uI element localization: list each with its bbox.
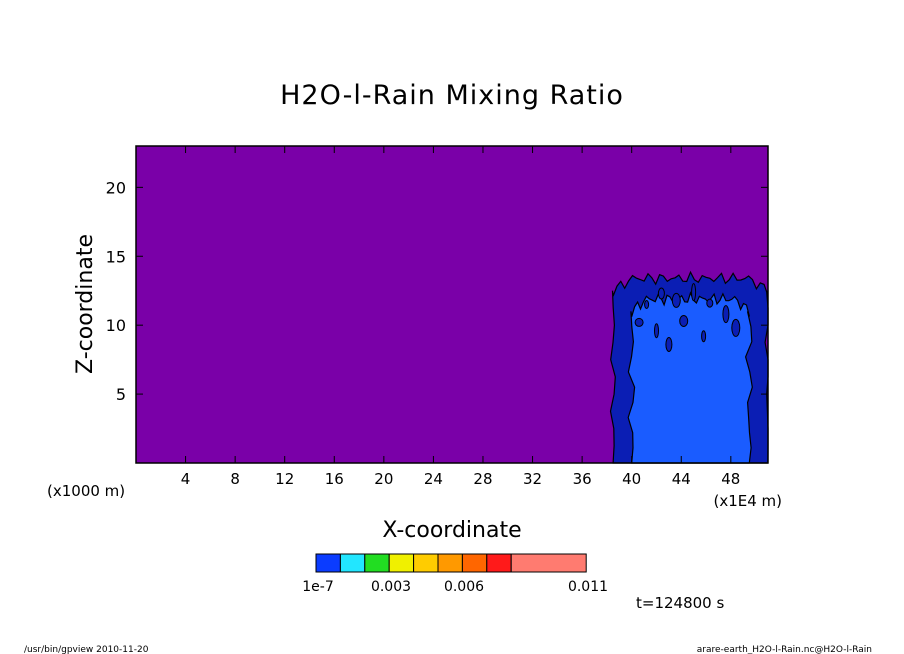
colorbar-segment xyxy=(486,553,512,573)
contour-island xyxy=(701,330,707,343)
contour-island xyxy=(679,315,689,327)
x-tick-label: 20 xyxy=(374,470,393,488)
inner-rain-band xyxy=(627,291,753,464)
colorbar-segment xyxy=(364,553,390,573)
contour-island xyxy=(671,292,681,308)
contour-island xyxy=(722,305,730,324)
y-tick-label: 5 xyxy=(116,385,126,404)
x-tick-label: 36 xyxy=(573,470,592,488)
y-tick-label: 15 xyxy=(106,247,126,266)
x-tick-labels: 4 8 12 16 20 24 28 32 36 40 44 48 xyxy=(181,470,741,488)
y-axis-label: Z-coordinate xyxy=(73,234,98,374)
time-label: t=124800 s xyxy=(636,594,724,612)
colorbar-segment xyxy=(339,553,366,573)
footer-left: /usr/bin/gpview 2010-11-20 xyxy=(24,645,149,654)
contour-island xyxy=(665,337,673,352)
x-tick-label: 44 xyxy=(672,470,691,488)
y-tick-label: 10 xyxy=(106,316,126,335)
x-unit-left: (x1000 m) xyxy=(47,482,125,500)
x-tick-label: 32 xyxy=(523,470,542,488)
colorbar-segment xyxy=(437,553,463,573)
x-unit-right: (x1E4 m) xyxy=(713,492,782,510)
axis-ticks xyxy=(136,146,768,463)
x-tick-label: 4 xyxy=(181,470,191,488)
x-axis-label: X-coordinate xyxy=(382,518,521,543)
x-tick-label: 12 xyxy=(275,470,294,488)
colorbar xyxy=(315,553,587,573)
colorbar-segment xyxy=(388,553,415,573)
contour-island xyxy=(644,300,650,309)
colorbar-labels: 1e-7 0.003 0.006 0.011 xyxy=(302,579,608,595)
x-tick-label: 40 xyxy=(622,470,641,488)
footer-right: arare-earth_H2O-l-Rain.nc@H2O-l-Rain xyxy=(697,645,872,654)
x-tick-label: 28 xyxy=(473,470,492,488)
contour-island xyxy=(654,323,659,339)
chart-title: H2O-l-Rain Mixing Ratio xyxy=(280,80,624,111)
colorbar-segment xyxy=(315,553,341,573)
colorbar-label: 0.011 xyxy=(568,579,608,595)
x-tick-label: 16 xyxy=(325,470,344,488)
x-tick-label: 48 xyxy=(721,470,740,488)
colorbar-label: 1e-7 xyxy=(302,579,333,595)
colorbar-segment xyxy=(413,553,439,573)
x-tick-label: 8 xyxy=(230,470,240,488)
contour-island xyxy=(657,287,665,300)
contour-island xyxy=(634,317,644,327)
colorbar-segment xyxy=(510,553,587,573)
colorbar-label: 0.003 xyxy=(371,579,411,595)
plot-area xyxy=(135,145,769,464)
x-tick-label: 24 xyxy=(424,470,443,488)
contour-island xyxy=(706,298,714,308)
y-tick-labels: 5 10 15 20 xyxy=(106,178,126,404)
rain-region xyxy=(609,270,769,464)
colorbar-segment xyxy=(461,553,488,573)
colorbar-label: 0.006 xyxy=(444,579,484,595)
y-tick-label: 20 xyxy=(106,178,126,197)
contour-island xyxy=(731,318,741,337)
contour-island xyxy=(691,283,697,302)
plot-frame xyxy=(135,145,769,464)
